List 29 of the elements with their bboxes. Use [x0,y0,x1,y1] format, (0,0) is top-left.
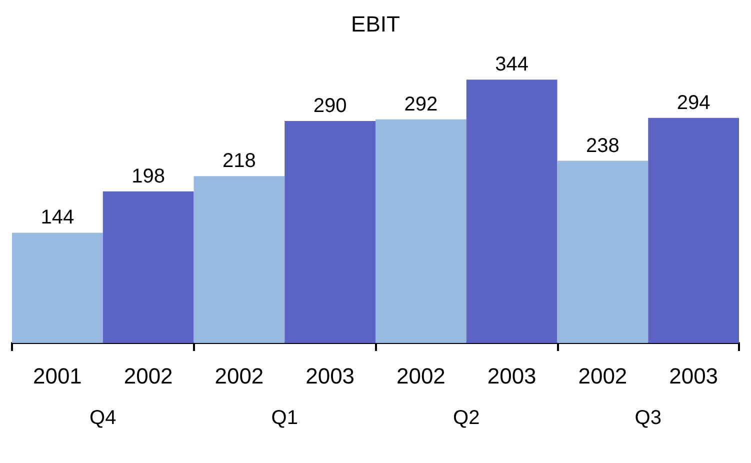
data-label: 238 [586,134,620,157]
x-tick-label: 2002 [396,364,446,388]
bar [102,191,194,343]
bar [466,80,558,343]
x-tick-label: 2003 [669,364,718,388]
data-label: 218 [222,150,256,172]
text: Q4 [90,407,116,429]
bar [284,120,376,343]
bar [557,160,648,343]
data-label: 144 [40,206,74,229]
bar [376,119,466,343]
x-tick-label: 2002 [124,364,173,388]
x-tick-label: 2003 [487,364,536,388]
data-label: 198 [132,165,165,188]
bar [194,176,285,343]
x-tick-label: 2002 [578,364,628,388]
x-tick-label: 2003 [306,364,355,388]
text: Q3 [634,407,662,429]
text: Q2 [453,407,480,429]
data-label: 294 [676,92,710,114]
bar [648,118,739,343]
text: Q1 [271,407,298,429]
x-tick-label: 2001 [32,364,82,388]
x-tick-label: 2002 [214,364,264,388]
data-label: 344 [495,54,528,76]
data-label: 292 [404,93,438,116]
bar [12,232,103,343]
data-label: 290 [313,94,347,117]
chart-title: EBIT [351,12,400,36]
